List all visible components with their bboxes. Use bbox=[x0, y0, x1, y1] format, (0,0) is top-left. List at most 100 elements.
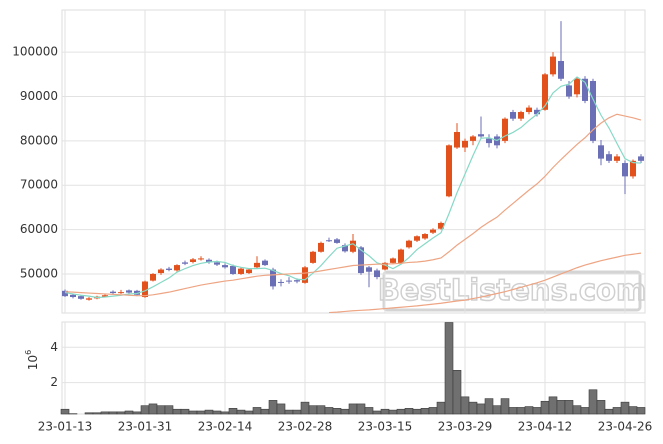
volume-bar bbox=[124, 410, 134, 415]
candle-body bbox=[102, 295, 108, 297]
volume-bar bbox=[188, 410, 198, 415]
volume-bar bbox=[228, 408, 238, 415]
candle-body bbox=[382, 262, 388, 270]
volume-bar bbox=[164, 405, 174, 415]
volume-bar bbox=[372, 410, 382, 415]
volume-bar bbox=[84, 412, 94, 415]
moving-average-line bbox=[64, 76, 642, 299]
candle-body bbox=[174, 265, 180, 271]
candle-body bbox=[614, 156, 620, 161]
candle-body bbox=[622, 163, 628, 177]
volume-bar bbox=[100, 411, 110, 415]
candle-body bbox=[134, 290, 140, 295]
candle-body bbox=[358, 247, 364, 274]
volume-bar bbox=[356, 403, 366, 415]
volume-bar bbox=[532, 407, 542, 415]
volume-bar bbox=[500, 398, 510, 415]
candle-body bbox=[246, 269, 252, 274]
candle-body bbox=[190, 259, 196, 262]
candle-body bbox=[454, 131, 460, 148]
volume-bar bbox=[484, 398, 494, 415]
candle-body bbox=[142, 281, 148, 298]
x-tick-label: 23-02-28 bbox=[278, 420, 332, 434]
volume-bar bbox=[268, 400, 278, 415]
volume-bar bbox=[468, 401, 478, 415]
volume-bar bbox=[300, 401, 310, 415]
candle-body bbox=[414, 236, 420, 241]
volume-bar bbox=[636, 407, 646, 415]
volume-bar bbox=[548, 396, 558, 415]
candle-body bbox=[462, 140, 468, 148]
candle-body bbox=[70, 294, 76, 298]
volume-bar bbox=[108, 411, 118, 415]
y-tick-label: 60000 bbox=[20, 222, 58, 236]
candle-body bbox=[542, 74, 548, 110]
x-tick-label: 23-04-26 bbox=[598, 420, 652, 434]
x-tick-label: 23-01-13 bbox=[38, 420, 92, 434]
volume-bar bbox=[460, 396, 470, 415]
volume-bar bbox=[508, 407, 518, 415]
candle-body bbox=[342, 245, 348, 252]
volume-bar bbox=[620, 401, 630, 415]
candle-body bbox=[502, 118, 508, 141]
x-tick-label: 23-03-15 bbox=[358, 420, 412, 434]
volume-bar bbox=[612, 407, 622, 415]
y-tick-label: 70000 bbox=[20, 178, 58, 192]
candle-body bbox=[118, 292, 124, 294]
volume-bar bbox=[116, 411, 126, 415]
volume-bar bbox=[580, 407, 590, 415]
volume-bar bbox=[588, 389, 598, 415]
y-tick-label: 2 bbox=[50, 375, 58, 389]
y-tick-label: 50000 bbox=[20, 266, 58, 280]
candle-body bbox=[214, 262, 220, 265]
candle-body bbox=[398, 249, 404, 263]
candle-body bbox=[230, 265, 236, 274]
candle-body bbox=[326, 240, 332, 242]
candle-body bbox=[150, 273, 156, 281]
volume-bar bbox=[92, 412, 102, 415]
volume-bar bbox=[148, 403, 158, 415]
candle-body bbox=[446, 145, 452, 197]
volume-bar bbox=[140, 405, 150, 415]
candle-body bbox=[254, 262, 260, 268]
volume-bar bbox=[212, 410, 222, 415]
candle-body bbox=[518, 112, 524, 119]
moving-average-line bbox=[64, 113, 642, 297]
candle-body bbox=[86, 298, 92, 300]
volume-bar bbox=[492, 405, 502, 415]
volume-bar bbox=[348, 403, 358, 415]
candle-body bbox=[302, 267, 308, 283]
volume-bar bbox=[476, 403, 486, 415]
candle-body bbox=[406, 240, 412, 248]
volume-bar bbox=[340, 408, 350, 415]
candle-body bbox=[438, 222, 444, 229]
candle-body bbox=[606, 154, 612, 161]
volume-bar bbox=[308, 405, 318, 415]
y-tick-label: 100000 bbox=[12, 45, 58, 59]
volume-bar bbox=[364, 407, 374, 415]
volume-bar bbox=[380, 408, 390, 415]
y-tick-label: 80000 bbox=[20, 133, 58, 147]
candle-body bbox=[550, 56, 556, 75]
y-tick-label: 4 bbox=[50, 340, 58, 354]
candle-body bbox=[222, 265, 228, 268]
volume-bar bbox=[596, 400, 606, 415]
candle-body bbox=[630, 160, 636, 177]
volume-bar bbox=[412, 408, 422, 415]
volume-bar bbox=[524, 406, 534, 415]
volume-bar bbox=[428, 407, 438, 415]
candle-body bbox=[270, 269, 276, 287]
candle-body bbox=[350, 240, 356, 252]
x-tick-label: 23-01-31 bbox=[118, 420, 172, 434]
volume-bar bbox=[564, 400, 574, 415]
candle-body bbox=[318, 242, 324, 252]
y-tick-label: 90000 bbox=[20, 89, 58, 103]
volume-bar bbox=[628, 406, 638, 415]
candle-body bbox=[334, 239, 340, 243]
volume-bar bbox=[252, 407, 262, 415]
candle-body bbox=[574, 78, 580, 95]
candle-body bbox=[286, 280, 292, 282]
candle-body bbox=[238, 268, 244, 274]
